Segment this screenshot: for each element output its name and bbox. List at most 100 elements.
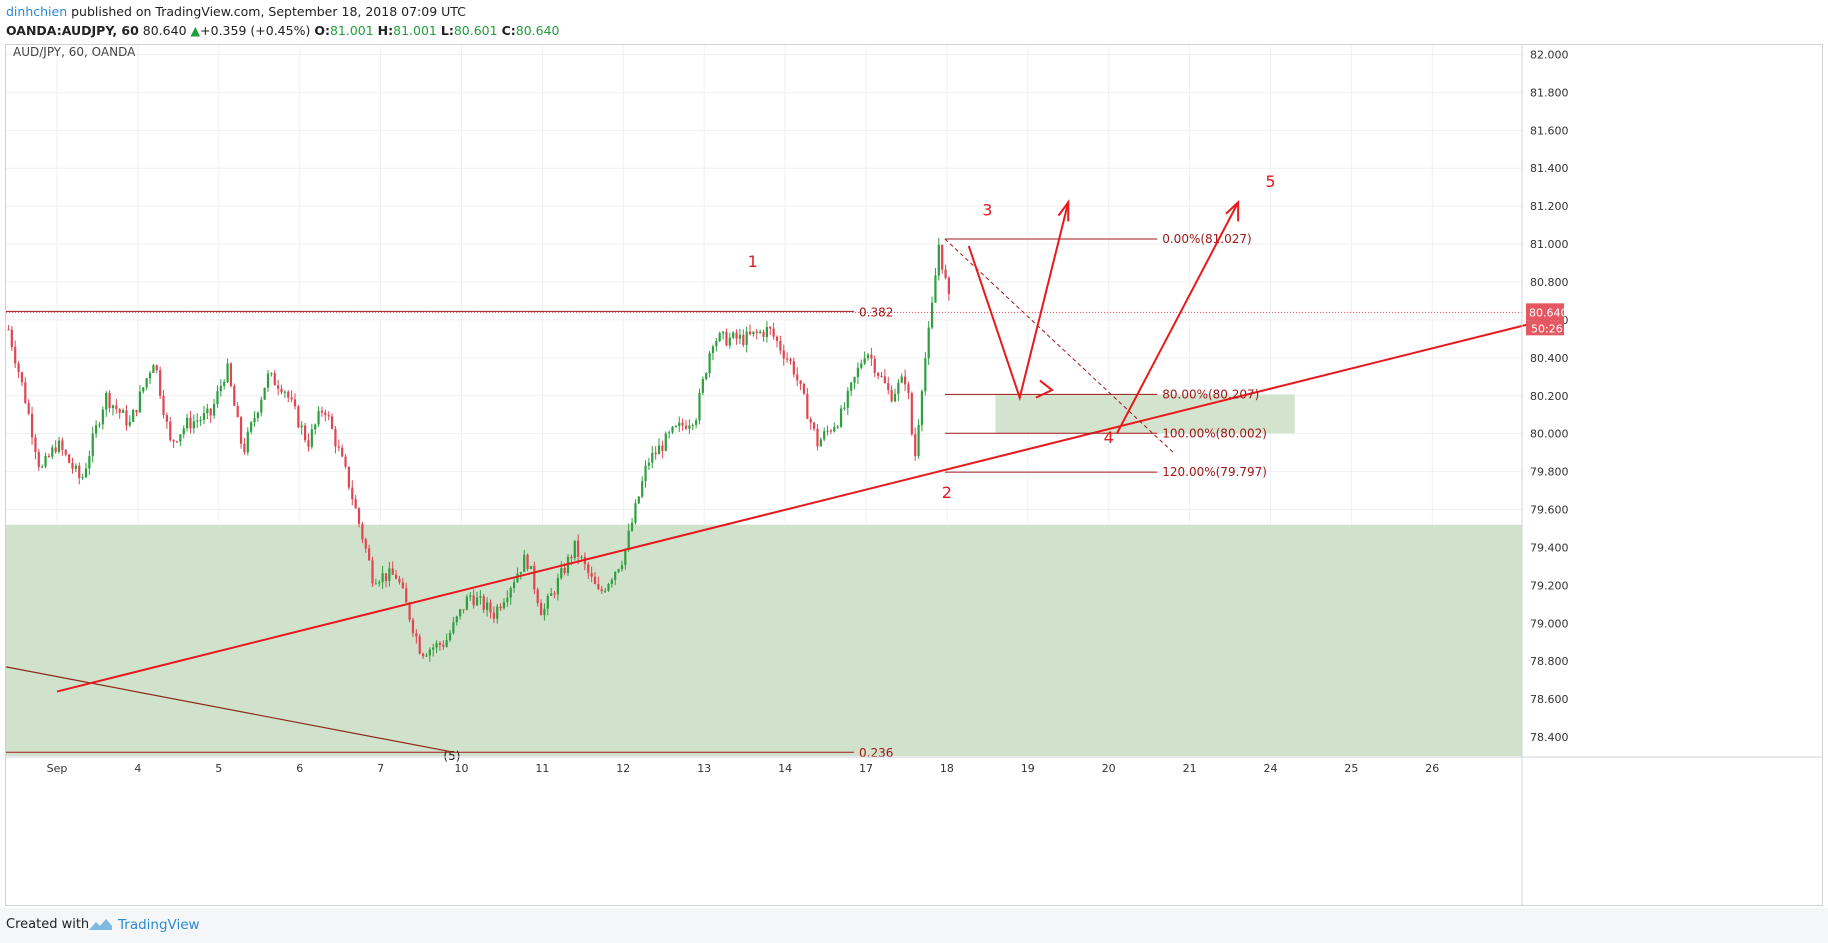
candle-body xyxy=(351,487,354,500)
candle-body xyxy=(303,425,307,441)
candle-body xyxy=(41,466,44,468)
candle-body xyxy=(755,331,758,333)
candle-body xyxy=(684,425,688,429)
candle-body xyxy=(152,365,155,373)
candle-body xyxy=(246,431,249,453)
projection-arrowhead xyxy=(1035,379,1054,399)
countdown-tag xyxy=(1526,320,1564,336)
candle-body xyxy=(897,382,900,394)
chart-title: AUD/JPY, 60, OANDA xyxy=(13,45,136,59)
x-tick-label: 10 xyxy=(455,762,469,775)
candle-body xyxy=(927,327,930,359)
candle-body xyxy=(816,428,819,447)
candle-body xyxy=(600,589,603,592)
y-tick-label: 80.400 xyxy=(1530,352,1569,365)
candle-body xyxy=(647,462,651,466)
fib-level-label: 100.00%(80.002) xyxy=(1162,426,1267,440)
close-label: C: xyxy=(501,23,516,38)
candle-body xyxy=(880,375,883,377)
candle-body xyxy=(570,556,573,559)
candle-body xyxy=(833,427,836,432)
candle-body xyxy=(30,413,34,438)
candle-body xyxy=(243,443,246,453)
author-link[interactable]: dinhchien xyxy=(6,4,68,19)
candle-body xyxy=(283,391,286,393)
support-zone xyxy=(6,524,1522,756)
candle-body xyxy=(465,596,468,610)
candle-body xyxy=(866,354,870,359)
candle-body xyxy=(539,602,543,616)
candle-body xyxy=(162,395,165,416)
candle-body xyxy=(863,358,866,364)
x-tick-label: 13 xyxy=(697,762,711,775)
candle-body xyxy=(78,465,81,478)
candle-body xyxy=(297,406,300,428)
candle-body xyxy=(904,376,907,385)
candle-body xyxy=(229,363,233,386)
y-tick-label: 79.200 xyxy=(1530,579,1569,592)
candle-body xyxy=(533,565,536,590)
candle-body xyxy=(580,556,583,558)
candle-body xyxy=(91,433,94,457)
x-tick-label: 12 xyxy=(616,762,630,775)
candle-body xyxy=(637,496,640,504)
candle-body xyxy=(327,415,330,417)
candle-body xyxy=(381,573,384,583)
chart-frame[interactable] xyxy=(5,44,1823,906)
tradingview-cloud-icon[interactable] xyxy=(86,916,114,934)
candle-body xyxy=(529,565,533,569)
y-tick-label: 81.200 xyxy=(1530,200,1569,213)
candle-body xyxy=(630,522,634,531)
candle-body xyxy=(445,640,448,647)
candle-body xyxy=(688,425,691,429)
candle-body xyxy=(256,412,260,419)
candle-body xyxy=(121,410,125,413)
candle-body xyxy=(165,415,168,422)
wave-label-3: 3 xyxy=(982,201,992,220)
candle-body xyxy=(499,606,502,609)
candle-body xyxy=(128,421,131,426)
candle-body xyxy=(354,499,357,509)
candle-body xyxy=(941,244,944,270)
candle-body xyxy=(344,456,347,467)
candle-body xyxy=(20,372,24,383)
candle-body xyxy=(620,565,624,570)
candle-body xyxy=(917,424,920,457)
candle-body xyxy=(742,334,745,345)
y-tick-label: 80.200 xyxy=(1530,390,1569,403)
candle-body xyxy=(843,407,846,409)
fib-trend-line xyxy=(944,238,1174,454)
wave-5-partial-label: (5) xyxy=(443,749,460,763)
candle-body xyxy=(142,387,145,392)
candle-body xyxy=(708,353,711,374)
candle-body xyxy=(846,390,849,408)
candle-body xyxy=(462,609,465,611)
candle-body xyxy=(721,331,725,334)
tradingview-brand-link[interactable]: TradingView xyxy=(118,917,200,933)
y-tick-label: 80.000 xyxy=(1530,428,1569,441)
candle-body xyxy=(678,422,681,426)
candle-body xyxy=(223,382,226,386)
candle-body xyxy=(115,405,118,410)
candle-body xyxy=(263,387,266,400)
candle-body xyxy=(789,359,792,362)
candle-body xyxy=(644,465,647,482)
candle-body xyxy=(81,477,84,479)
candle-body xyxy=(550,593,553,596)
candle-body xyxy=(401,582,404,589)
candle-body xyxy=(870,354,873,359)
candle-body xyxy=(728,337,731,346)
high-value: 81.001 xyxy=(393,23,437,38)
candle-body xyxy=(125,410,128,426)
level-0382-label: 0.382 xyxy=(859,305,893,319)
publish-line: dinhchien published on TradingView.com, … xyxy=(6,2,1806,21)
candle-body xyxy=(496,606,499,619)
candle-body xyxy=(769,327,772,329)
candles xyxy=(7,237,951,662)
candle-body xyxy=(347,466,351,488)
candle-body xyxy=(930,302,934,328)
candle-body xyxy=(307,440,310,447)
candle-body xyxy=(823,431,826,440)
price-chart[interactable]: 0.382 0.236 (5) 0.00%(81.027) 80.00%(80.207)… xyxy=(0,0,1828,908)
candle-body xyxy=(24,382,27,403)
